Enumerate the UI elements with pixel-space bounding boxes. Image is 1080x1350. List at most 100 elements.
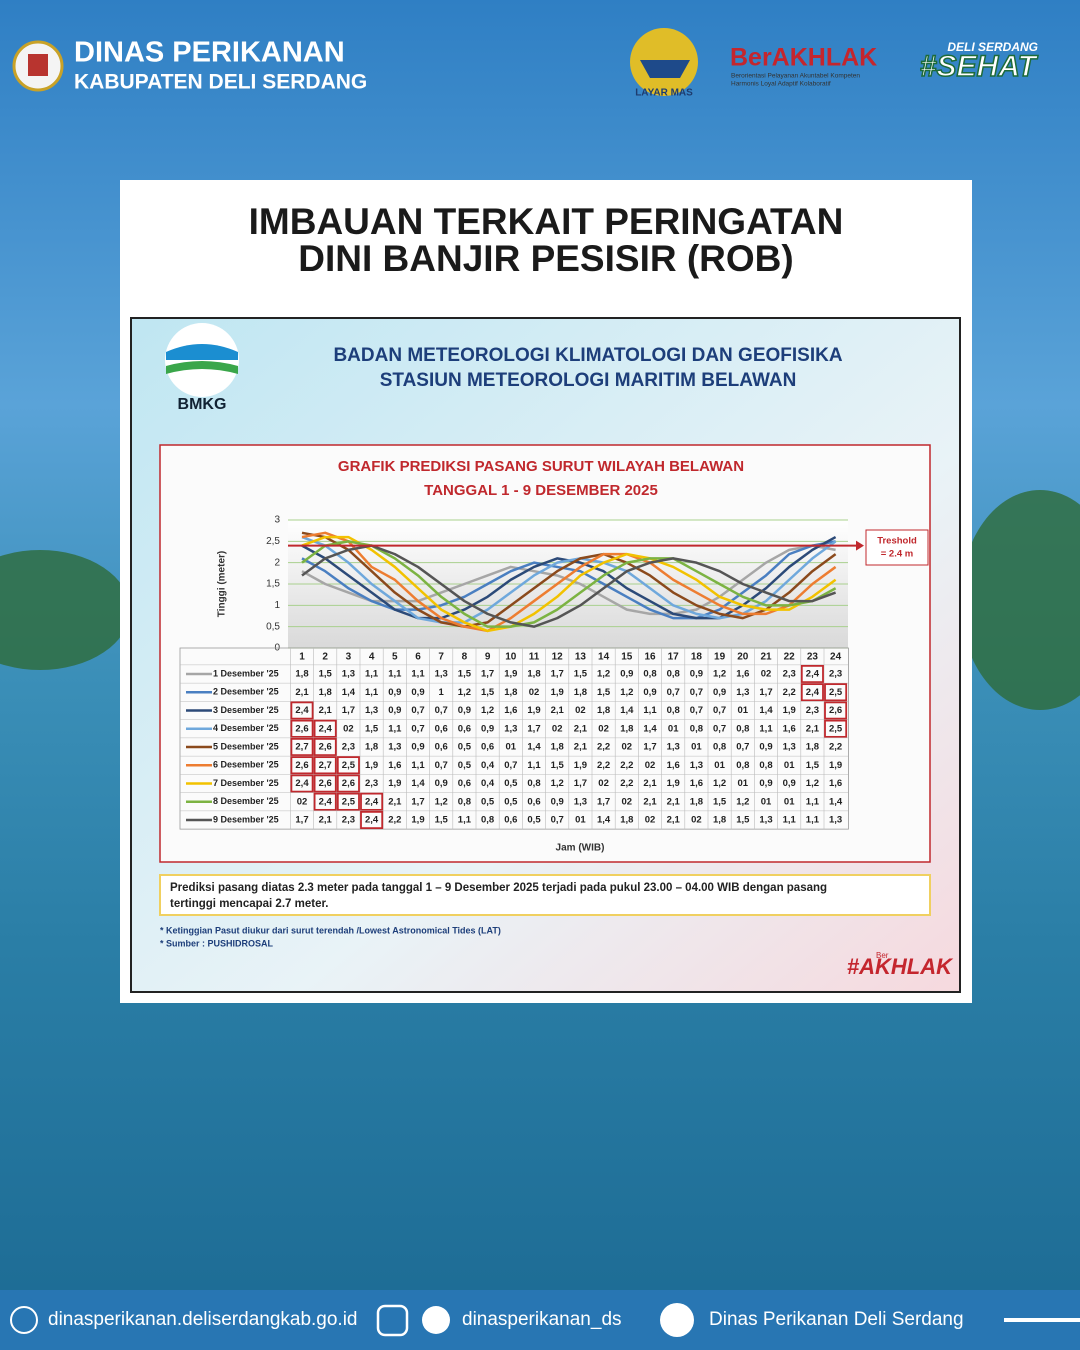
table-cell: 2,6 <box>295 723 308 734</box>
table-cell: 1,8 <box>713 815 726 826</box>
table-cell: 1,5 <box>597 687 611 698</box>
table-cell: 1,7 <box>411 796 424 807</box>
table-cell: 2,2 <box>597 742 610 753</box>
table-cell: 1,8 <box>319 687 332 698</box>
x-tick-label: 14 <box>598 652 610 663</box>
table-cell: 1,3 <box>388 742 401 753</box>
table-cell: 1,9 <box>365 760 378 771</box>
y-axis-label: Tinggi (meter) <box>217 551 228 617</box>
table-cell: 2,1 <box>643 778 657 789</box>
table-cell: 0,5 <box>504 778 518 789</box>
legend-label: 3 Desember '25 <box>213 705 279 715</box>
footer-website[interactable]: dinasperikanan.deliserdangkab.go.id <box>48 1309 358 1330</box>
table-cell: 1,1 <box>388 723 402 734</box>
threshold-cell <box>290 719 314 738</box>
table-cell: 2,2 <box>620 760 633 771</box>
table-cell: 1,7 <box>551 669 564 680</box>
table-cell: 0,6 <box>527 796 540 807</box>
table-cell: 2,3 <box>806 705 819 716</box>
table-cell: 01 <box>691 742 702 753</box>
table-cell: 2,7 <box>295 742 308 753</box>
legend-label: 7 Desember '25 <box>213 778 279 788</box>
table-cell: 2,4 <box>365 796 379 807</box>
facebook-icon <box>660 1303 694 1337</box>
table-cell: 1,9 <box>504 669 517 680</box>
table-cell: 2,3 <box>365 778 378 789</box>
table-cell: 2,4 <box>295 705 309 716</box>
table-cell: 1,5 <box>713 796 727 807</box>
y-tick-label: 1,5 <box>266 579 280 590</box>
card-title: IMBAUAN TERKAIT PERINGATAN <box>249 201 844 242</box>
table-cell: 1,6 <box>667 760 680 771</box>
footer-facebook[interactable]: Dinas Perikanan Deli Serdang <box>709 1309 964 1330</box>
table-cell: 01 <box>738 778 749 789</box>
x-tick-label: 10 <box>505 652 517 663</box>
table-cell: 0,7 <box>435 760 448 771</box>
berakhlak-logo: BerAKHLAK <box>730 44 877 72</box>
table-cell: 1,9 <box>783 705 796 716</box>
table-cell: 02 <box>598 723 609 734</box>
table-cell: 2,4 <box>295 778 309 789</box>
table-cell: 01 <box>784 796 795 807</box>
table-cell: 02 <box>598 778 609 789</box>
table-cell: 2,3 <box>783 669 796 680</box>
table-cell: 2,1 <box>295 687 309 698</box>
chart-title: TANGGAL 1 - 9 DESEMBER 2025 <box>424 482 658 499</box>
legend-label: 8 Desember '25 <box>213 796 279 806</box>
table-cell: 1,8 <box>365 742 378 753</box>
table-cell: 1,3 <box>667 742 680 753</box>
bmkg-logo-wave <box>166 361 238 374</box>
series-line <box>301 540 837 628</box>
chart: GRAFIK PREDIKSI PASANG SURUT WILAYAH BEL… <box>179 458 929 854</box>
x-axis-label: Jam (WIB) <box>556 843 605 854</box>
x-tick-label: 21 <box>760 652 772 663</box>
web-icon <box>10 1306 38 1334</box>
table-cell: 2,1 <box>551 705 565 716</box>
header-title: DINAS PERIKANAN <box>74 37 345 69</box>
table-cell: 1,5 <box>551 760 565 771</box>
table-cell: 1,9 <box>574 760 587 771</box>
table-cell: 0,8 <box>667 705 680 716</box>
table-cell: 2,7 <box>319 760 332 771</box>
footer-social[interactable]: dinasperikanan_ds <box>462 1309 622 1330</box>
threshold-cell <box>313 792 337 811</box>
header-subtitle: KABUPATEN DELI SERDANG <box>74 71 367 94</box>
table-cell: 0,6 <box>458 778 471 789</box>
series-line <box>301 544 837 628</box>
table-cell: 0,9 <box>643 687 656 698</box>
series-line <box>301 544 836 616</box>
table-cell: 02 <box>343 723 354 734</box>
table-cell: 1,7 <box>342 705 355 716</box>
layar-mas-text: LAYAR MAS <box>635 88 693 99</box>
table-cell: 1,6 <box>783 723 796 734</box>
table-cell: 1,9 <box>388 778 401 789</box>
x-tick-label: 24 <box>830 652 842 663</box>
berakhlak-tagline: Berorientasi Pelayanan Akuntabel Kompete… <box>731 73 860 80</box>
table-cell: 2,6 <box>829 705 842 716</box>
table-cell: 1,1 <box>759 723 773 734</box>
series-line <box>301 531 837 628</box>
table-cell: 1,3 <box>435 669 448 680</box>
threshold-label: Treshold <box>877 536 917 547</box>
table-cell: 0,7 <box>690 687 703 698</box>
threshold-cell <box>290 737 314 757</box>
legend-label: 6 Desember '25 <box>213 760 279 770</box>
sehat-logo: #SEHAT <box>920 50 1039 83</box>
table-cell: 1,3 <box>690 760 703 771</box>
table-cell: 0,9 <box>759 778 772 789</box>
bmkg-heading: STASIUN METEOROLOGI MARITIM BELAWAN <box>380 370 797 391</box>
island-right <box>960 490 1080 710</box>
table-cell: 1,1 <box>411 669 425 680</box>
threshold-cell <box>336 774 360 793</box>
table-cell: 0,9 <box>435 778 448 789</box>
table-cell: 2,2 <box>783 687 796 698</box>
legend-label: 2 Desember '25 <box>213 687 279 697</box>
table-cell: 0,7 <box>551 815 564 826</box>
table-cell: 1,1 <box>458 815 472 826</box>
footnote: * Sumber : PUSHIDROSAL <box>160 938 274 948</box>
table-cell: 1,4 <box>620 705 634 716</box>
table-cell: 1,3 <box>829 815 842 826</box>
table-cell: 1,5 <box>435 815 449 826</box>
